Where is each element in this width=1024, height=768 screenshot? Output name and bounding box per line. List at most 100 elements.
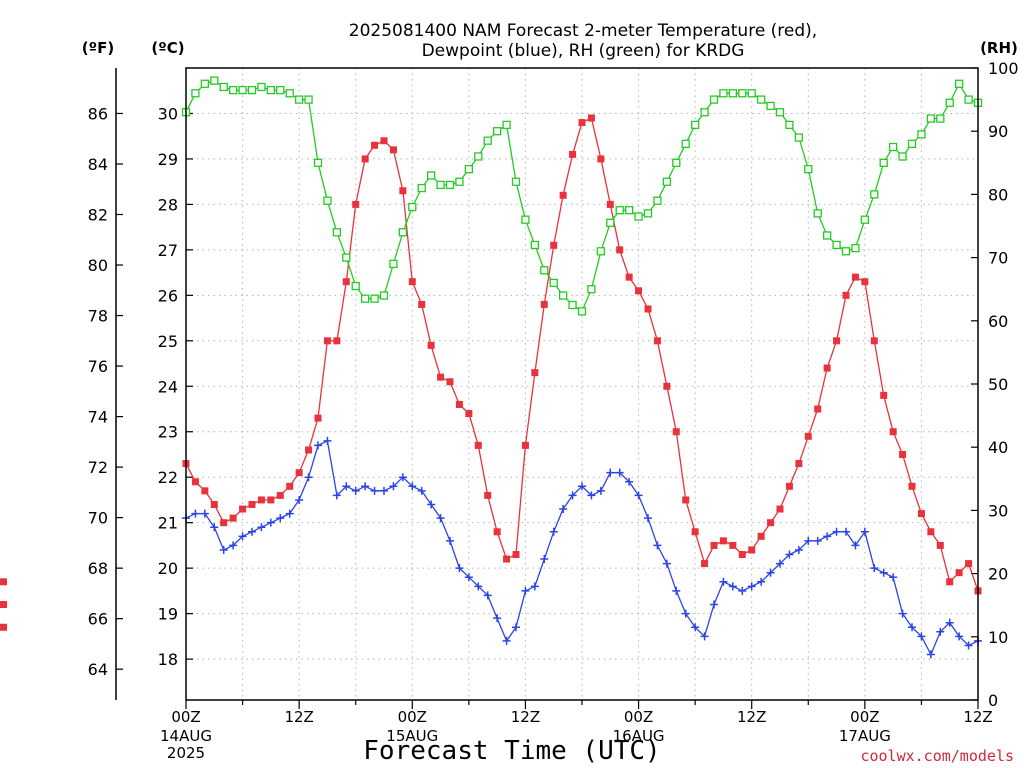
data-point-dewpoint	[398, 473, 407, 482]
data-point-rh	[907, 139, 917, 148]
data-point-temperature	[267, 496, 275, 504]
data-point-temperature	[767, 519, 775, 527]
data-point-rh	[690, 120, 700, 130]
data-point-rh	[804, 164, 813, 174]
data-point-temperature	[908, 482, 916, 490]
data-point-rh	[738, 89, 747, 98]
data-point-dewpoint	[653, 541, 662, 550]
data-point-dewpoint	[238, 532, 247, 541]
data-point-temperature	[521, 441, 529, 449]
data-point-temperature	[691, 528, 699, 536]
x-tick-date: 14AUG	[160, 727, 212, 745]
data-point-rh	[577, 307, 587, 316]
data-point-rh	[728, 89, 738, 98]
data-point-temperature	[371, 141, 379, 149]
data-point-temperature	[305, 446, 313, 454]
data-point-rh	[540, 266, 549, 275]
data-point-temperature	[342, 278, 350, 286]
data-point-dewpoint	[493, 614, 502, 623]
data-point-rh	[879, 158, 888, 167]
data-point-dewpoint	[851, 541, 860, 550]
data-point-temperature	[540, 300, 548, 308]
data-series	[0, 76, 983, 659]
fahrenheit-tick-label: 86	[88, 104, 108, 123]
data-point-temperature	[597, 155, 605, 163]
data-point-temperature	[399, 187, 407, 195]
data-point-temperature	[587, 114, 595, 122]
data-point-temperature	[323, 337, 331, 345]
data-point-temperature	[455, 400, 463, 408]
data-point-temperature	[653, 337, 661, 345]
celsius-tick-label: 25	[158, 332, 178, 351]
data-point-temperature	[0, 623, 7, 631]
x-tick-label: 00Z	[850, 708, 879, 726]
data-point-dewpoint	[219, 545, 228, 554]
data-point-temperature	[286, 482, 294, 490]
data-point-dewpoint	[691, 623, 700, 632]
fahrenheit-tick-label: 80	[88, 256, 108, 275]
data-point-rh	[304, 95, 313, 104]
data-point-temperature	[880, 391, 888, 399]
data-point-temperature	[814, 405, 822, 413]
data-point-temperature	[729, 541, 737, 549]
data-point-rh	[606, 218, 615, 227]
data-point-rh	[624, 206, 634, 215]
data-point-dewpoint	[738, 586, 747, 595]
data-point-dewpoint	[804, 536, 813, 545]
data-point-dewpoint	[285, 509, 294, 518]
data-point-rh	[417, 183, 426, 193]
data-point-rh	[917, 130, 926, 139]
celsius-unit-label: (ºC)	[151, 39, 184, 57]
data-point-temperature	[955, 569, 963, 577]
data-point-temperature	[361, 155, 369, 163]
data-point-rh	[200, 79, 210, 88]
data-point-dewpoint	[446, 536, 454, 545]
data-point-temperature	[870, 337, 878, 345]
fahrenheit-tick-label: 70	[88, 509, 108, 528]
data-point-temperature	[427, 341, 435, 349]
data-point-dewpoint	[408, 482, 417, 491]
data-point-dewpoint	[870, 564, 879, 573]
data-point-dewpoint	[464, 573, 473, 582]
data-point-dewpoint	[889, 573, 898, 582]
x-tick-label: 12Z	[963, 708, 992, 726]
data-point-dewpoint	[936, 627, 945, 636]
data-point-dewpoint	[210, 523, 219, 532]
x-tick-label: 00Z	[398, 708, 427, 726]
data-point-rh	[709, 95, 719, 104]
data-point-dewpoint	[455, 564, 464, 573]
data-point-rh	[323, 196, 332, 205]
data-point-temperature	[239, 505, 247, 513]
data-point-rh	[436, 180, 445, 190]
data-point-temperature	[927, 528, 935, 536]
data-point-dewpoint	[860, 527, 869, 536]
data-point-dewpoint	[266, 518, 275, 527]
data-point-rh	[926, 114, 936, 123]
data-point-dewpoint	[276, 514, 285, 523]
data-point-rh	[492, 127, 502, 136]
data-point-dewpoint	[361, 482, 370, 491]
series-rh	[181, 76, 983, 316]
data-point-dewpoint	[549, 527, 558, 536]
data-point-dewpoint	[842, 527, 850, 536]
x-tick-label: 12Z	[284, 708, 313, 726]
data-point-dewpoint	[785, 550, 794, 559]
data-point-dewpoint	[578, 482, 586, 491]
data-point-temperature	[606, 200, 614, 208]
data-point-dewpoint	[332, 491, 341, 500]
data-point-rh	[445, 180, 455, 190]
data-point-rh	[379, 291, 389, 300]
data-point-temperature	[191, 478, 199, 486]
data-point-rh	[521, 215, 530, 224]
fahrenheit-tick-label: 82	[88, 206, 108, 225]
data-point-temperature	[531, 369, 539, 377]
data-point-dewpoint	[955, 632, 964, 641]
data-point-dewpoint	[200, 509, 209, 518]
data-point-rh	[662, 177, 672, 186]
data-point-temperature	[682, 496, 690, 504]
data-point-dewpoint	[945, 618, 954, 627]
data-point-temperature	[663, 382, 671, 390]
data-point-dewpoint	[229, 541, 238, 550]
data-point-temperature	[484, 491, 492, 499]
